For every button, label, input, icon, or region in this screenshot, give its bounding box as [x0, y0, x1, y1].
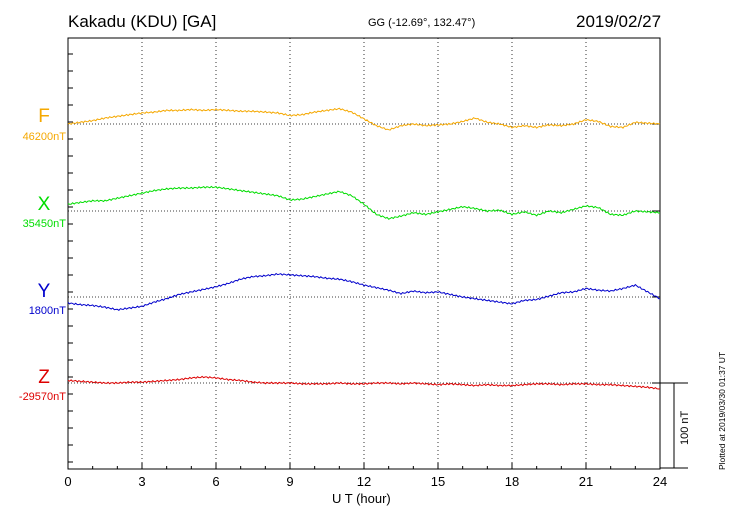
x-tick-label: 12	[356, 474, 372, 489]
series-name-f: F	[38, 106, 50, 127]
series-name-z: Z	[38, 367, 50, 388]
baseline-label-f: 46200nT	[22, 131, 66, 143]
scale-bar	[660, 382, 688, 469]
plot-date: 2019/02/27	[576, 12, 662, 31]
station-coordinates: GG (-12.69°, 132.47°)	[368, 17, 476, 29]
x-tick-label: 6	[212, 474, 220, 489]
series-name-y: Y	[37, 281, 51, 302]
series-name-x: X	[37, 194, 51, 215]
series-line-y	[67, 272, 661, 311]
axis-ticks	[67, 53, 661, 469]
station-title: Kakadu (KDU) [GA]	[68, 12, 217, 31]
x-tick-label: 21	[578, 474, 594, 489]
x-tick-label: 24	[652, 474, 668, 489]
baseline-label-z: -29570nT	[18, 391, 66, 403]
x-tick-label: 18	[504, 474, 520, 489]
baseline-label-y: 1800nT	[28, 305, 66, 317]
x-tick-label: 9	[286, 474, 294, 489]
x-tick-label: 15	[430, 474, 446, 489]
x-axis-label: U T (hour)	[332, 491, 391, 506]
x-tick-label: 0	[64, 474, 72, 489]
grid-lines	[68, 38, 660, 469]
series-line-z	[67, 375, 661, 390]
plotted-timestamp: Plotted at 2019/03/30 01:37 UT	[717, 351, 727, 470]
series-lines	[67, 107, 661, 390]
baseline-label-x: 35450nT	[22, 218, 66, 230]
x-tick-label: 3	[138, 474, 146, 489]
series-line-f	[67, 107, 661, 131]
series-line-x	[67, 185, 661, 220]
scale-bar-label: 100 nT	[679, 410, 691, 445]
